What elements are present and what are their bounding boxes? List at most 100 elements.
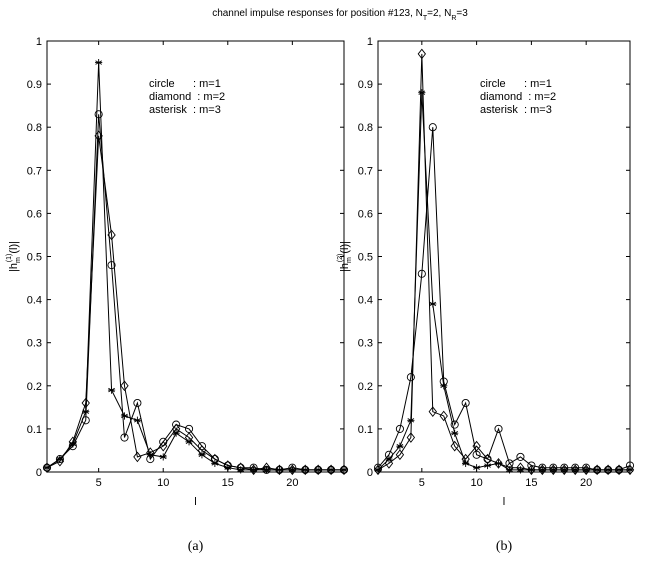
y-label-part: (2)	[337, 254, 344, 263]
y-tick-label: 0.6	[358, 208, 373, 220]
y-label-part: (l)|	[8, 241, 20, 254]
title-part: channel impulse responses for position #…	[212, 8, 423, 19]
marker-asterisk	[538, 466, 546, 474]
y-tick-label: 0.7	[27, 165, 42, 177]
y-tick-label: 0.5	[27, 252, 42, 264]
marker-asterisk	[462, 459, 470, 467]
y-tick-label: 0.9	[27, 79, 42, 91]
marker-asterisk	[374, 466, 382, 474]
y-tick-label: 0.3	[27, 338, 42, 350]
panel-caption: (b)	[496, 539, 513, 554]
marker-asterisk	[95, 58, 103, 67]
title-part: =3	[456, 8, 468, 19]
y-label-part: m	[346, 257, 353, 263]
marker-asterisk	[301, 466, 309, 474]
marker-circle	[406, 373, 415, 382]
y-tick-label: 0.8	[358, 122, 373, 134]
marker-asterisk	[275, 466, 284, 474]
marker-asterisk	[288, 466, 296, 474]
title-part: =2, N	[427, 8, 451, 19]
marker-asterisk	[385, 455, 393, 463]
marker-asterisk	[159, 453, 167, 461]
y-tick-label: 0.8	[27, 122, 42, 134]
marker-diamond	[395, 449, 405, 461]
marker-asterisk	[615, 466, 623, 474]
legend-entry: diamond : m=2	[480, 91, 556, 103]
y-label-part: (l)|	[339, 241, 351, 254]
marker-asterisk	[185, 438, 193, 446]
marker-asterisk	[120, 412, 129, 420]
marker-asterisk	[582, 466, 590, 474]
marker-asterisk	[172, 429, 180, 437]
marker-asterisk	[314, 466, 322, 474]
y-tick-label: 0.2	[358, 381, 373, 393]
y-tick-label: 0.1	[27, 424, 42, 436]
marker-diamond	[428, 406, 437, 417]
y-tick-label: 0.2	[27, 381, 42, 393]
marker-circle	[494, 424, 503, 433]
marker-asterisk	[407, 416, 415, 424]
marker-asterisk	[262, 466, 271, 474]
y-tick-label: 0.7	[358, 165, 373, 177]
series-line	[46, 135, 344, 471]
marker-circle	[107, 261, 116, 270]
marker-asterisk	[198, 451, 206, 459]
x-tick-label: 10	[470, 477, 482, 489]
marker-circle	[133, 398, 142, 408]
y-axis-label: |hm(2)(l)|	[337, 241, 353, 272]
marker-asterisk	[107, 386, 116, 394]
x-tick-label: 20	[286, 477, 298, 489]
series-line	[46, 62, 344, 471]
x-tick-label: 5	[96, 477, 102, 489]
legend-entry: circle : m=1	[480, 78, 552, 90]
y-tick-label: 0.6	[27, 208, 42, 220]
marker-asterisk	[494, 459, 503, 467]
x-tick-label: 15	[222, 477, 234, 489]
marker-diamond	[417, 48, 426, 60]
legend-entry: diamond : m=2	[149, 91, 225, 103]
x-axis-label: l	[194, 496, 196, 508]
marker-asterisk	[133, 416, 141, 424]
y-tick-label: 1	[367, 36, 373, 48]
marker-asterisk	[593, 466, 601, 474]
marker-asterisk	[237, 466, 245, 474]
marker-asterisk	[571, 466, 579, 474]
y-label-part: |h	[8, 263, 20, 272]
subscript: T	[423, 15, 428, 22]
x-tick-label: 5	[419, 477, 425, 489]
marker-asterisk	[146, 451, 154, 459]
y-tick-label: 0.1	[358, 424, 373, 436]
marker-asterisk	[505, 466, 514, 474]
marker-asterisk	[527, 466, 535, 474]
y-axis-label: |hm(1)(l)|	[6, 241, 22, 272]
y-tick-label: 1	[36, 36, 42, 48]
marker-asterisk	[483, 461, 492, 470]
y-tick-label: 0.9	[358, 79, 373, 91]
x-tick-label: 10	[157, 477, 169, 489]
marker-asterisk	[626, 466, 634, 474]
marker-circle	[461, 398, 470, 408]
x-tick-label: 15	[525, 477, 537, 489]
marker-asterisk	[43, 464, 51, 472]
y-tick-label: 0	[367, 467, 373, 479]
marker-diamond	[450, 440, 459, 452]
subscript: R	[451, 15, 456, 22]
marker-circle	[172, 420, 181, 429]
marker-asterisk	[82, 408, 90, 416]
marker-asterisk	[396, 442, 404, 450]
marker-asterisk	[516, 466, 525, 474]
y-tick-label: 0.5	[358, 252, 373, 264]
marker-circle	[94, 110, 103, 119]
marker-asterisk	[440, 382, 448, 390]
marker-asterisk	[549, 466, 557, 474]
marker-asterisk	[418, 89, 426, 97]
marker-diamond	[406, 432, 416, 443]
marker-asterisk	[224, 464, 232, 472]
panel-caption: (a)	[188, 539, 204, 554]
marker-circle	[417, 269, 426, 278]
marker-asterisk	[451, 429, 459, 437]
marker-diamond	[133, 451, 142, 463]
marker-circle	[516, 452, 525, 461]
